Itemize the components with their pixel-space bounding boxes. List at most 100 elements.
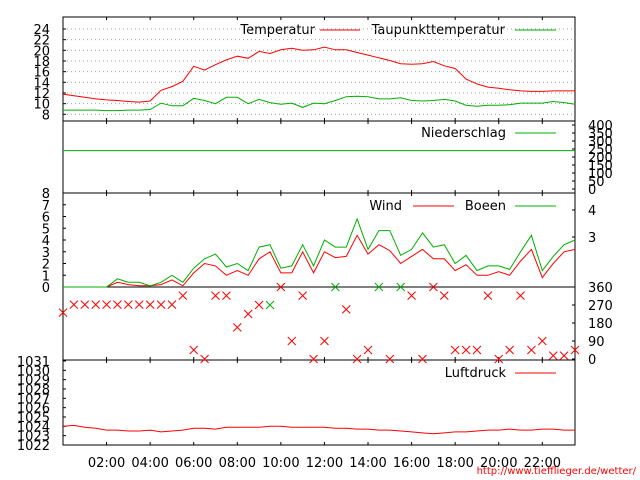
wind-direction-point bbox=[418, 354, 427, 364]
wind-y-tick-label: 6 bbox=[42, 211, 50, 226]
wind-y-tick-label: 2 bbox=[42, 258, 50, 273]
wind-direction-point bbox=[450, 345, 460, 355]
wind-direction-point bbox=[320, 336, 329, 346]
pressure-y-tick-label: 1023 bbox=[17, 430, 50, 445]
precipitation-y-tick-label: 400 bbox=[588, 119, 613, 134]
wind-y-tick-label: 4 bbox=[42, 234, 50, 249]
wind-direction-point bbox=[134, 300, 144, 309]
wind-direction-point bbox=[407, 291, 416, 300]
pressure-y-tick-label: 1028 bbox=[17, 383, 50, 398]
pressure-y-tick-label: 1030 bbox=[17, 364, 50, 379]
luftdruck-line bbox=[62, 424, 575, 435]
legend-niederschlag-label: Niederschlag bbox=[421, 126, 506, 141]
wind-line bbox=[63, 234, 576, 288]
legend-taupunkt-label: Taupunkttemperatur bbox=[371, 23, 506, 38]
pressure-y-tick-label: 1025 bbox=[17, 411, 50, 426]
wind-direction-point bbox=[58, 308, 68, 317]
wind-direction-point bbox=[200, 354, 209, 364]
legend-luftdruck-label: Luftdruck bbox=[445, 366, 507, 381]
wind-direction-point bbox=[461, 345, 471, 355]
wind-direction-point bbox=[243, 309, 253, 319]
x-tick-label: 22:00 bbox=[524, 456, 561, 471]
wind-direction-point bbox=[548, 351, 558, 360]
wind-direction-point bbox=[189, 345, 199, 355]
wind-direction-point bbox=[309, 354, 318, 364]
wind-direction-point bbox=[69, 300, 79, 309]
wind-direction-point bbox=[352, 354, 362, 364]
wind-direction-point bbox=[494, 354, 504, 364]
wind-direction-point bbox=[341, 305, 351, 314]
source-url: http://www.tiefflieger.de/wetter/ bbox=[477, 466, 637, 477]
wind-direction-point bbox=[113, 300, 122, 309]
wind-y-tick-label: 1 bbox=[42, 269, 50, 284]
precipitation-y-tick-label: 50 bbox=[588, 175, 605, 190]
temperature-y-tick-label: 20 bbox=[33, 44, 50, 59]
pressure-y-tick-label: 1031 bbox=[17, 355, 50, 370]
pressure-y-tick-label: 1022 bbox=[17, 439, 50, 454]
wind-direction-point bbox=[363, 345, 373, 355]
temperatur-line bbox=[62, 46, 575, 103]
temperature-y-tick-label: 16 bbox=[33, 66, 50, 81]
wind-direction-point bbox=[222, 291, 231, 300]
wind-direction-point bbox=[80, 300, 90, 309]
wind-direction-y-tick-label: 90 bbox=[588, 335, 605, 350]
x-tick-label: 20:00 bbox=[480, 456, 517, 471]
wind-direction-point bbox=[156, 300, 166, 309]
precipitation-y-tick-label: 350 bbox=[588, 127, 613, 142]
wind-direction-point bbox=[287, 336, 297, 346]
wind-direction-point bbox=[145, 300, 155, 309]
wind-direction-point bbox=[298, 291, 308, 300]
legend-wind-label: Wind bbox=[369, 199, 402, 214]
wind-right-tick-label: 4 bbox=[588, 204, 596, 219]
x-tick-label: 10:00 bbox=[262, 456, 299, 471]
wind-y-tick-label: 5 bbox=[42, 222, 50, 237]
pressure-y-tick-label: 1029 bbox=[17, 374, 50, 389]
wind-direction-point bbox=[211, 291, 220, 300]
boeen-line bbox=[63, 217, 576, 288]
wind-direction-y-tick-label: 180 bbox=[588, 317, 613, 332]
wind-direction-point bbox=[232, 323, 242, 332]
wind-direction-point bbox=[124, 300, 133, 309]
wind-direction-point bbox=[396, 282, 406, 292]
x-tick-label: 08:00 bbox=[219, 456, 256, 471]
wind-direction-point bbox=[265, 300, 275, 310]
temperature-y-tick-label: 18 bbox=[33, 55, 50, 70]
wind-direction-point bbox=[167, 300, 177, 309]
wind-direction-point bbox=[570, 345, 580, 355]
x-tick-label: 16:00 bbox=[393, 456, 430, 471]
x-tick-label: 04:00 bbox=[131, 456, 168, 471]
x-tick-label: 02:00 bbox=[88, 456, 125, 471]
x-tick-label: 06:00 bbox=[175, 456, 212, 471]
wind-direction-point bbox=[439, 291, 449, 300]
wind-direction-y-tick-label: 360 bbox=[588, 281, 613, 296]
precipitation-y-tick-label: 200 bbox=[588, 151, 613, 166]
precipitation-y-tick-label: 0 bbox=[588, 183, 596, 198]
wind-direction-point bbox=[102, 300, 111, 309]
wind-direction-y-tick-label: 270 bbox=[588, 299, 613, 314]
wind-direction-point bbox=[254, 300, 264, 310]
wind-direction-point bbox=[516, 291, 525, 300]
wind-direction-point bbox=[527, 345, 536, 355]
wind-direction-point bbox=[330, 282, 340, 292]
wind-direction-point bbox=[559, 351, 569, 360]
pressure-y-tick-label: 1027 bbox=[17, 392, 50, 407]
precipitation-y-tick-label: 300 bbox=[588, 135, 613, 150]
wind-y-tick-label: 0 bbox=[42, 281, 50, 296]
chart-marks: 02:00 04:00 06:00 08:00 10:00 12:00 14:00 16:00… bbox=[17, 17, 613, 471]
wind-y-tick-label: 7 bbox=[42, 199, 50, 214]
wind-direction-point bbox=[537, 336, 547, 346]
wind-y-tick-label: 3 bbox=[42, 246, 50, 261]
wind-direction-point bbox=[385, 354, 395, 364]
temperature-y-tick-label: 8 bbox=[42, 108, 50, 123]
x-tick-label: 12:00 bbox=[306, 456, 343, 471]
wind-direction-point bbox=[276, 282, 286, 292]
wind-direction-point bbox=[429, 282, 438, 292]
pressure-y-tick-label: 1024 bbox=[17, 420, 50, 435]
x-tick-label: 14:00 bbox=[349, 456, 386, 471]
precipitation-y-tick-label: 100 bbox=[588, 167, 613, 182]
wind-direction-point bbox=[472, 345, 482, 355]
wind-direction-point bbox=[374, 282, 384, 292]
precipitation-y-tick-label: 150 bbox=[588, 159, 613, 174]
temperature-y-tick-label: 12 bbox=[33, 87, 50, 102]
